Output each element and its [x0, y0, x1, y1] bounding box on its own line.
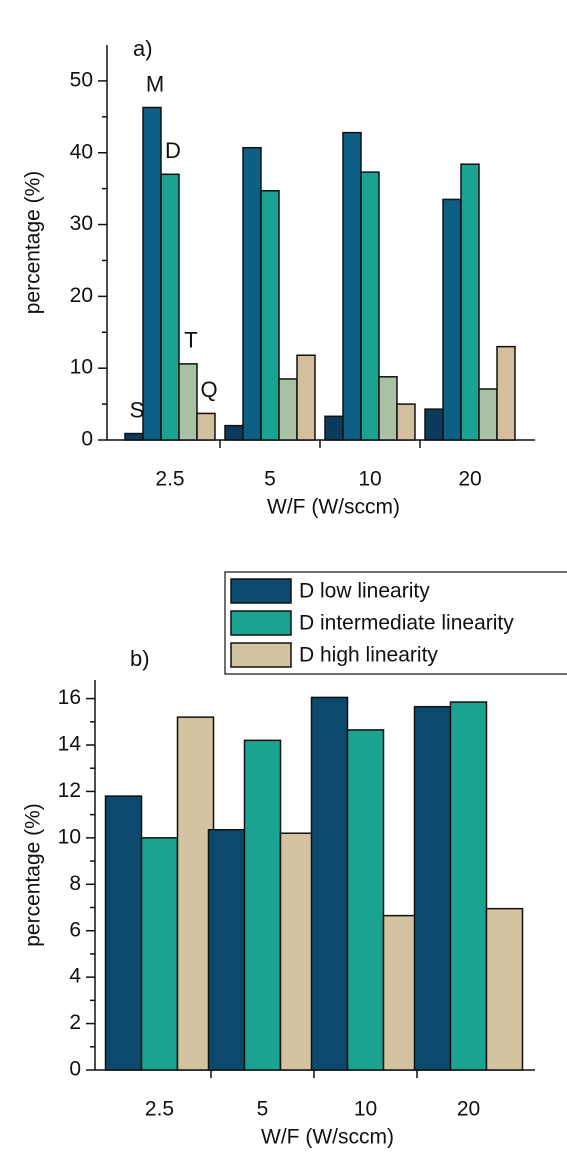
- x-tick-label: 5: [264, 468, 276, 491]
- bar: [260, 190, 280, 441]
- bar: [496, 345, 516, 441]
- x-tick-label: 2.5: [145, 1098, 174, 1121]
- y-tick-label: 14: [58, 733, 82, 756]
- bar: [442, 198, 462, 441]
- bar: [449, 701, 488, 1071]
- y-tick-label: 16: [58, 686, 81, 709]
- bar: [176, 716, 215, 1071]
- bar: [346, 729, 385, 1071]
- y-tick-label: 0: [81, 428, 93, 451]
- series-label: M: [146, 71, 164, 96]
- bar: [342, 131, 362, 441]
- series-label: D: [165, 138, 181, 163]
- bar: [124, 432, 144, 441]
- x-tick-label: 10: [354, 1098, 377, 1121]
- bar: [360, 171, 380, 441]
- bar: [224, 424, 244, 441]
- bar: [382, 914, 421, 1071]
- x-tick-label: 20: [458, 468, 481, 491]
- panel-label: a): [133, 36, 153, 61]
- y-axis-title: percentage (%): [22, 803, 45, 947]
- y-tick-label: 40: [70, 140, 93, 163]
- bar: [196, 412, 216, 441]
- y-tick-label: 30: [70, 212, 93, 235]
- legend-swatch: [230, 610, 292, 636]
- y-tick-label: 20: [70, 284, 93, 307]
- bar: [142, 106, 162, 441]
- y-tick-label: 10: [70, 356, 93, 379]
- bar: [178, 363, 198, 441]
- bar: [278, 378, 298, 441]
- series-label: Q: [200, 377, 217, 402]
- x-axis-title: W/F (W/sccm): [267, 496, 400, 519]
- y-tick-label: 0: [69, 1058, 81, 1081]
- bar: [160, 173, 180, 441]
- y-tick-label: 8: [69, 872, 81, 895]
- legend-label: D high linearity: [299, 644, 438, 667]
- y-tick-label: 10: [58, 825, 81, 848]
- x-tick-label: 5: [257, 1098, 269, 1121]
- bar: [140, 837, 179, 1071]
- bar: [104, 795, 143, 1071]
- y-tick-label: 2: [69, 1011, 81, 1034]
- x-axis-title: W/F (W/sccm): [261, 1126, 394, 1149]
- bar: [424, 408, 444, 441]
- bar: [279, 832, 318, 1071]
- bar: [478, 388, 498, 441]
- series-label: T: [184, 328, 197, 353]
- legend-swatch: [230, 578, 292, 604]
- bar: [310, 696, 349, 1071]
- bar: [413, 705, 452, 1071]
- bar: [396, 403, 416, 441]
- bar: [324, 415, 344, 441]
- x-tick-label: 2.5: [155, 468, 184, 491]
- bar: [242, 146, 262, 441]
- bar: [243, 739, 282, 1071]
- y-tick-label: 4: [69, 965, 81, 988]
- x-tick-label: 20: [457, 1098, 480, 1121]
- panel-label: b): [130, 646, 150, 671]
- legend-label: D low linearity: [299, 580, 430, 603]
- bar: [378, 376, 398, 441]
- legend-swatch: [230, 642, 292, 668]
- bar: [485, 907, 524, 1071]
- legend-label: D intermediate linearity: [299, 612, 514, 635]
- x-tick-label: 10: [358, 468, 381, 491]
- series-label: S: [130, 397, 145, 422]
- y-tick-label: 6: [69, 918, 81, 941]
- y-axis-title: percentage (%): [22, 171, 45, 315]
- bar: [207, 828, 246, 1071]
- y-tick-label: 12: [58, 779, 81, 802]
- bar: [296, 354, 316, 441]
- bar: [460, 163, 480, 441]
- y-tick-label: 50: [70, 68, 93, 91]
